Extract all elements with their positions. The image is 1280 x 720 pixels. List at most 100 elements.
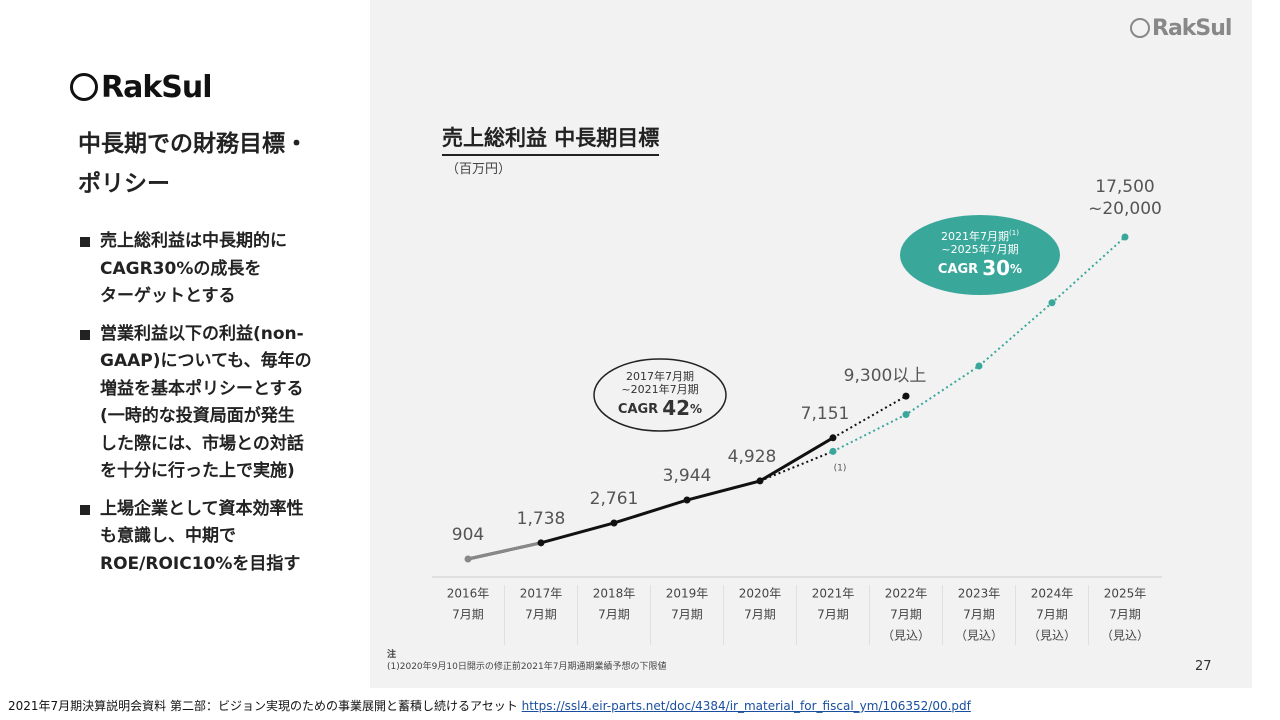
- bullet-list: 売上総利益は中長期的に CAGR30%の成長を ターゲットとする営業利益以下の利益(…: [78, 228, 312, 588]
- x-tick-label: 2020年: [739, 587, 782, 601]
- annotation-text: 2021年7月期: [941, 229, 1009, 243]
- x-tick-label: 2018年: [593, 587, 636, 601]
- bullet-line: 売上総利益は中長期的に: [100, 231, 287, 251]
- x-tick-label: 7月期: [598, 608, 630, 622]
- chart-subtitle: （百万円）: [446, 162, 512, 177]
- annotation-line: ~2025年7月期: [941, 242, 1018, 256]
- annotation-text: ~2025年7月期: [941, 242, 1018, 256]
- cagr-label: CAGR: [618, 402, 658, 417]
- x-tick-label: 2025年: [1104, 587, 1147, 601]
- page-number: 27: [1195, 659, 1212, 674]
- annotation-sup: (1): [1009, 229, 1019, 237]
- x-tick-label: 2016年: [447, 587, 490, 601]
- bullet: 営業利益以下の利益(non- GAAP)についても、毎年の 増益を基本ポリシーとする…: [78, 321, 312, 486]
- logo-text: RakSul: [101, 70, 213, 105]
- data-label: 17,500 ~20,000: [1088, 177, 1162, 219]
- bullet-line: 営業利益以下の利益(non-: [100, 323, 304, 344]
- footer-text: 2021年7月期決算説明会資料 第二部：ビジョン実現のための事業展開と蓄積し続け…: [8, 699, 518, 713]
- bullet-line: ターゲットとする: [100, 286, 236, 306]
- title-line: 中長期での財務目標・: [78, 131, 308, 157]
- note-title: 注: [387, 650, 397, 660]
- chart: 2016年7月期2017年7月期2018年7月期2019年7月期2020年7月期…: [432, 215, 1162, 645]
- point: [829, 434, 837, 442]
- data-label: 904: [452, 525, 484, 545]
- data-label: 9,300以上: [844, 366, 927, 386]
- x-tick-label: （見込）: [882, 629, 930, 643]
- bullet-square: [80, 237, 90, 247]
- x-tick-label: （見込）: [1028, 629, 1076, 643]
- x-tick-label: 2022年: [885, 587, 928, 601]
- logo-text: RakSul: [1152, 16, 1232, 41]
- annotation-text: 2017年7月期: [626, 369, 694, 383]
- point: [902, 411, 910, 419]
- cagr-line: CAGR 30%: [938, 256, 1022, 280]
- point: [1048, 299, 1056, 307]
- data-label: 7,151: [801, 404, 850, 424]
- cagr-label: CAGR: [938, 262, 978, 277]
- x-tick-label: 7月期: [890, 608, 922, 622]
- x-tick-label: 7月期: [744, 608, 776, 622]
- bullet-line: 上場企業として資本効率性: [100, 498, 304, 519]
- chart-title: 売上総利益 中長期目標: [442, 122, 660, 156]
- connector: [832, 395, 907, 439]
- cagr-unit: %: [690, 402, 702, 416]
- bullet: 上場企業として資本効率性 も意識し、中期で ROE/ROIC10%を目指す: [78, 496, 312, 579]
- point: [683, 496, 691, 504]
- point: [829, 447, 837, 455]
- bullet-square: [80, 329, 90, 340]
- point: [537, 539, 545, 547]
- data-label: 2,761: [590, 489, 639, 509]
- connector: [759, 450, 834, 482]
- cagr-bubble: [593, 358, 727, 432]
- cagr-bubble: [900, 215, 1060, 295]
- slide-logo: RakSul: [1130, 16, 1232, 41]
- point: [756, 477, 764, 485]
- annotation-line: 2017年7月期: [626, 369, 694, 383]
- x-tick-label: 7月期: [452, 608, 484, 622]
- point: [902, 392, 910, 400]
- point: [610, 519, 618, 527]
- bullet-square: [80, 504, 90, 515]
- x-tick-label: 7月期: [1109, 608, 1141, 622]
- point: [975, 362, 983, 370]
- cagr-line: CAGR 42%: [618, 396, 702, 420]
- bullet-line: CAGR30%の成長を: [100, 258, 262, 279]
- title-line: ポリシー: [78, 171, 170, 197]
- series-segment: [467, 541, 542, 561]
- data-label: 3,944: [663, 466, 712, 486]
- bullet-line: も意識し、中期で: [100, 526, 236, 546]
- point-note: (1): [834, 464, 847, 474]
- x-tick-label: 2023年: [958, 587, 1001, 601]
- annotation-line: ~2021年7月期: [621, 382, 698, 396]
- logo: RakSul: [70, 70, 213, 105]
- cagr-rate: 42: [662, 396, 690, 420]
- series-line: [467, 436, 834, 561]
- x-tick-label: 7月期: [817, 608, 849, 622]
- x-tick-label: 7月期: [671, 608, 703, 622]
- annotation-line: 2021年7月期(1): [941, 229, 1019, 243]
- x-tick-label: 2019年: [666, 587, 709, 601]
- x-tick-label: 7月期: [1036, 608, 1068, 622]
- x-tick-label: （見込）: [1101, 629, 1149, 643]
- bullet-line: (一時的な投資局面が発生: [100, 406, 295, 426]
- data-label: 4,928: [728, 447, 777, 467]
- point: [464, 555, 472, 563]
- x-tick-label: 2024年: [1031, 587, 1074, 601]
- side-title: 中長期での財務目標・ ポリシー: [78, 124, 308, 204]
- x-tick-label: 7月期: [963, 608, 995, 622]
- annotation-text: ~2021年7月期: [621, 382, 698, 396]
- bullet-line: した際には、市場との対話: [100, 433, 304, 454]
- slide-panel: [370, 0, 1252, 688]
- source-link[interactable]: https://ssl4.eir-parts.net/doc/4384/ir_m…: [521, 699, 971, 713]
- bullet-line: GAAP)についても、毎年の: [100, 351, 312, 371]
- data-label: 1,738: [517, 509, 566, 529]
- cagr-unit: %: [1010, 262, 1022, 276]
- x-tick-label: 2017年: [520, 587, 563, 601]
- point: [1121, 233, 1129, 241]
- x-tick-label: 2021年: [812, 587, 855, 601]
- x-tick-label: 7月期: [525, 608, 557, 622]
- footer: 2021年7月期決算説明会資料 第二部：ビジョン実現のための事業展開と蓄積し続け…: [8, 697, 971, 714]
- x-tick-label: （見込）: [955, 629, 1003, 643]
- bullet-line: 増益を基本ポリシーとする: [100, 378, 304, 399]
